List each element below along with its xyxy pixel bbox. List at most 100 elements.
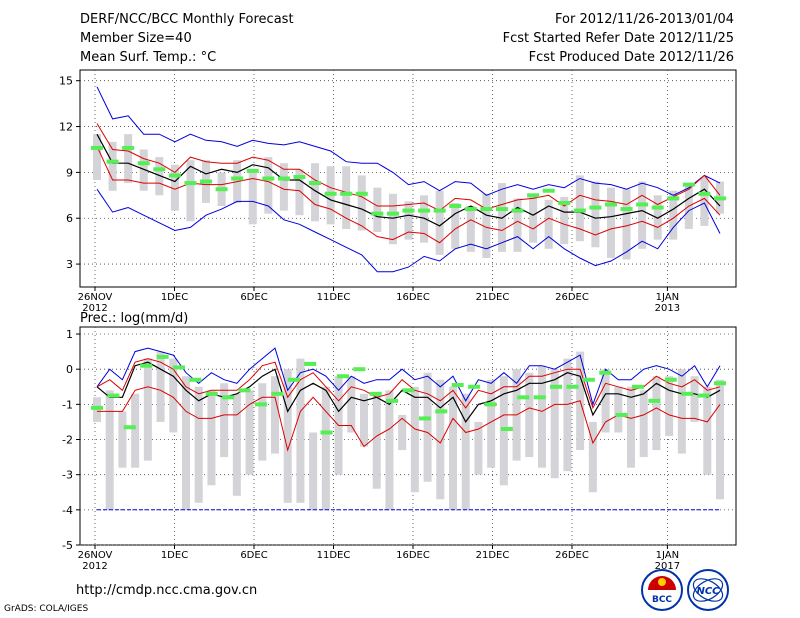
prec-marker [238, 388, 251, 393]
temp-marker [355, 191, 368, 196]
temp-y-tick-label: 15 [59, 75, 73, 88]
member-size-label: Member Size=40 [80, 31, 192, 46]
temp-marker [558, 200, 571, 205]
source-url[interactable]: http://cmdp.ncc.cma.gov.cn [76, 583, 258, 598]
prec-marker [156, 354, 169, 359]
temp-ensemble-bar [622, 189, 631, 260]
prec-ensemble-bar [271, 376, 279, 454]
prec-ensemble-bar [538, 365, 546, 468]
temp-marker [386, 211, 399, 216]
temp-ensemble-bar [93, 134, 101, 181]
temp-x-tick-label: 1JAN [656, 292, 679, 303]
temp-x-tick-label: 11DEC [317, 292, 351, 303]
temp-series-mean-line [96, 133, 721, 227]
prec-ensemble-bar [639, 390, 648, 458]
temp-ensemble-bar [279, 163, 288, 211]
prec-ensemble-bar [614, 386, 623, 433]
temp-ensemble-bar [420, 195, 429, 243]
prec-y-tick-label: 1 [66, 328, 73, 341]
prec-x-tick-label: 1DEC [161, 550, 188, 561]
prec-ensemble-bar [143, 358, 152, 461]
prec-marker [172, 365, 185, 370]
temp-marker [449, 204, 462, 209]
prec-x-tick-label: 26NOV [78, 550, 113, 561]
temp-ensemble-bar [606, 187, 615, 258]
forecast-range-label: For 2012/11/26-2013/01/04 [555, 12, 734, 27]
temp-marker [495, 207, 508, 212]
temp-marker [480, 207, 493, 212]
temp-marker [433, 208, 446, 213]
temp-ensemble-bar [513, 198, 522, 252]
bcc-logo-text: BCC [652, 595, 672, 605]
prec-marker [500, 426, 513, 431]
temp-ensemble-bar [264, 157, 273, 214]
temp-ensemble-bar [435, 190, 444, 255]
temp-ensemble-bar [404, 201, 413, 240]
prec-series-mean-line [96, 361, 721, 424]
prec-ensemble-bar [563, 358, 572, 472]
temp-marker [153, 167, 166, 172]
temp-ensemble-bar [108, 141, 117, 191]
temp-y-tick-label: 6 [66, 212, 73, 225]
prec-marker [632, 384, 645, 389]
prec-ensemble-bar [474, 421, 483, 475]
temp-marker [246, 168, 259, 173]
temp-ensemble-bar [466, 206, 475, 252]
prec-ensemble-bar [347, 376, 356, 433]
temp-marker [137, 161, 150, 166]
prec-ensemble-bar [677, 369, 686, 454]
temp-marker [464, 207, 477, 212]
prec-marker [714, 381, 726, 386]
prec-ensemble-bar [118, 411, 127, 468]
prec-marker [533, 395, 546, 400]
temp-marker [293, 174, 306, 179]
prec-marker [648, 398, 661, 403]
temp-y-tick-label: 3 [66, 258, 73, 271]
temp-marker [277, 176, 290, 181]
temp-marker [418, 208, 431, 213]
temp-ensemble-bar [529, 195, 538, 243]
temp-marker [651, 205, 664, 210]
temp-marker [682, 182, 695, 187]
temp-x-tick-label: 6DEC [240, 292, 267, 303]
prec-ensemble-bar [207, 390, 216, 486]
temp-year-label: 2013 [655, 303, 680, 314]
temp-x-tick-label: 26DEC [555, 292, 589, 303]
bcc-logo-icon: BCC [641, 569, 683, 611]
prec-ensemble-bar [716, 379, 724, 500]
prec-ensemble-bar [360, 393, 368, 447]
temp-ensemble-bar [248, 170, 257, 225]
prec-marker [369, 391, 382, 396]
prec-ensemble-bar [588, 421, 597, 493]
prec-ensemble-bar [309, 432, 318, 510]
temp-ensemble-bar [591, 181, 600, 248]
prec-ensemble-bar [296, 358, 305, 503]
prec-y-tick-label: -2 [62, 434, 73, 447]
temp-marker [231, 176, 244, 181]
prec-ensemble-bar [321, 386, 330, 510]
prec-y-tick-label: -3 [62, 469, 73, 482]
prec-ensemble-bar [372, 393, 381, 489]
prec-ensemble-bar [105, 390, 114, 510]
prec-ensemble-bar [258, 383, 267, 461]
prec-marker [582, 377, 595, 382]
temp-marker [604, 202, 617, 207]
temp-ensemble-bar [669, 190, 678, 240]
temp-x-tick-label: 1DEC [161, 292, 188, 303]
prec-x-tick-label: 16DEC [396, 550, 430, 561]
temp-marker [215, 187, 228, 192]
temp-marker [340, 191, 353, 196]
prec-ensemble-bar [601, 369, 610, 433]
prec-ensemble-bar [385, 390, 394, 510]
prec-x-tick-label: 1JAN [656, 550, 679, 561]
prec-marker [222, 395, 235, 400]
temp-marker [371, 211, 384, 216]
temp-series-max-line [96, 86, 721, 196]
temp-ensemble-bar [295, 169, 304, 216]
prec-marker [402, 388, 415, 393]
prec-marker [435, 409, 448, 414]
prec-ensemble-bar [703, 386, 712, 475]
prec-ensemble-bar [652, 376, 661, 451]
temp-ensemble-bar [311, 163, 320, 222]
